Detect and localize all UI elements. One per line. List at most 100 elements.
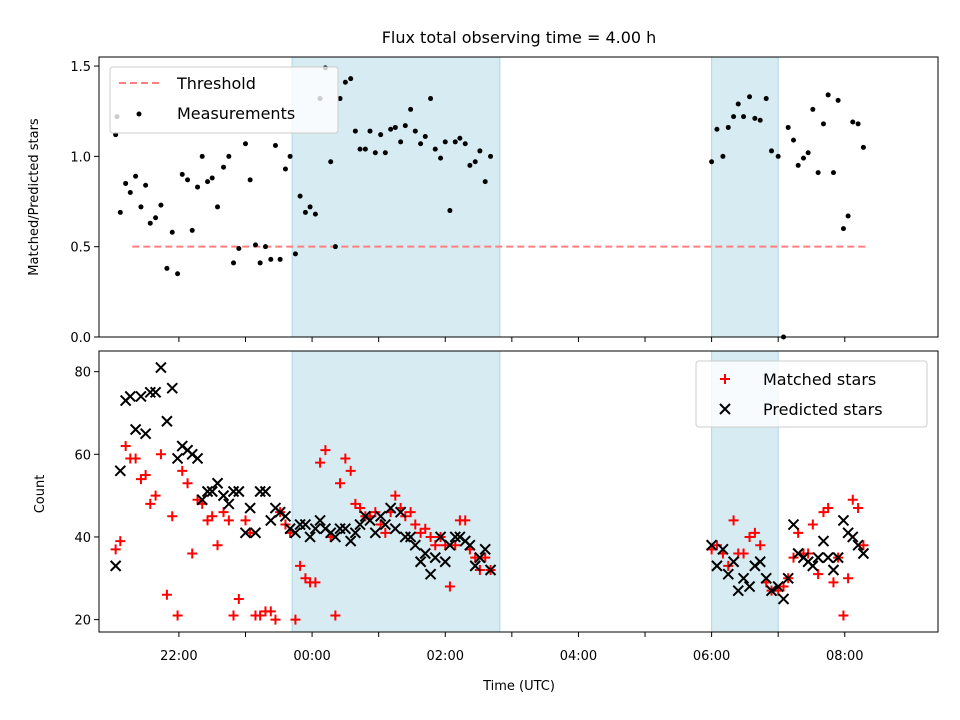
measurement-point — [714, 126, 720, 132]
predicted-point — [717, 543, 729, 556]
measurement-point — [242, 141, 248, 147]
predicted-point — [129, 423, 142, 436]
measurement-point — [725, 124, 731, 130]
predicted-point — [812, 551, 824, 564]
predicted-point — [474, 551, 486, 564]
matched-point — [410, 519, 421, 530]
measurement-point — [292, 251, 298, 257]
predicted-point — [299, 518, 312, 531]
top-y-axis-label: Matched/Predicted stars — [27, 118, 42, 276]
matched-point — [480, 552, 491, 563]
predicted-point — [329, 531, 342, 543]
predicted-point — [404, 531, 417, 543]
matched-point — [843, 573, 854, 584]
matched-point — [823, 503, 834, 514]
matched-point — [755, 540, 766, 551]
predicted-point — [414, 556, 427, 568]
measurement-point — [408, 106, 414, 112]
measurement-point — [268, 256, 274, 262]
measurement-point — [226, 153, 232, 159]
measurement-point — [169, 229, 175, 235]
measurement-point — [388, 126, 394, 132]
measurement-point — [185, 177, 191, 183]
predicted-point — [354, 518, 366, 531]
x-tick-label: 08:00 — [826, 649, 863, 664]
predicted-point — [279, 510, 292, 523]
predicted-point — [429, 551, 441, 564]
measurement-point — [252, 242, 258, 248]
plot-frame — [98, 56, 939, 338]
measurement-point — [127, 189, 133, 195]
predicted-point — [782, 572, 794, 584]
predicted-point — [419, 547, 431, 560]
measurement-point — [362, 146, 368, 152]
predicted-point — [339, 522, 352, 535]
matched-point — [155, 449, 166, 460]
measurement-point — [307, 204, 313, 210]
shaded-interval-2 — [711, 56, 779, 338]
x-axis-label: Time (UTC) — [482, 679, 555, 694]
x-tick-label: 02:00 — [427, 649, 464, 664]
measurement-point — [257, 260, 263, 266]
predicted-point — [379, 518, 392, 531]
measurement-point — [337, 96, 343, 102]
measurement-point — [850, 119, 856, 125]
predicted-point — [705, 539, 718, 551]
matched-point — [295, 560, 306, 571]
predicted-point — [743, 580, 756, 593]
measurement-point — [272, 143, 278, 149]
y-tick-label: 1.0 — [70, 150, 91, 165]
measurement-point — [428, 96, 434, 102]
matched-point — [749, 527, 760, 538]
top-panel: 0.0 0.5 1.0 1.5 Threshold Measurements — [70, 56, 939, 346]
predicted-point — [344, 535, 357, 547]
measurement-point — [785, 124, 791, 130]
predicted-point — [227, 485, 240, 498]
measurement-point — [855, 121, 861, 127]
predicted-point — [349, 527, 362, 539]
predicted-point — [434, 531, 447, 543]
predicted-point — [239, 527, 252, 539]
matched-point — [177, 465, 188, 476]
predicted-point — [314, 514, 326, 527]
matched-point — [340, 453, 351, 464]
measurement-point — [810, 106, 816, 112]
y-tick-label: 0.5 — [70, 241, 91, 256]
matched-point — [228, 610, 239, 621]
y-tick-label: 60 — [74, 448, 91, 463]
predicted-point — [765, 584, 778, 597]
measurement-point — [835, 97, 841, 103]
matched-point — [838, 610, 849, 621]
predicted-point — [211, 477, 224, 489]
x-tick-label: 22:00 — [160, 649, 197, 664]
x-tick-label: 06:00 — [693, 649, 730, 664]
measurement-point — [795, 162, 801, 168]
matched-point — [420, 523, 431, 534]
measurement-point — [825, 92, 831, 98]
predicted-point — [171, 452, 184, 465]
predicted-point — [149, 386, 162, 399]
measurement-point — [352, 128, 358, 134]
predicted-point — [374, 510, 387, 523]
measurement-point — [382, 150, 388, 156]
predicted-point — [832, 551, 844, 564]
measurement-point — [467, 162, 473, 168]
bottom-panel: 20 40 60 80 22:00 00:00 02:00 04:00 06:00 08:00 Ma… — [74, 350, 939, 664]
predicted-point — [787, 518, 800, 531]
measurement-point — [297, 193, 303, 199]
matched-point — [320, 445, 331, 456]
matched-point — [255, 610, 266, 621]
measurement-point — [158, 202, 164, 208]
measurement-point — [117, 209, 123, 215]
measurement-point — [462, 141, 468, 147]
matched-point — [172, 610, 183, 621]
y-tick-label: 40 — [74, 531, 91, 546]
predicted-point — [464, 539, 476, 551]
matched-point — [223, 515, 234, 526]
measurement-point — [477, 148, 483, 154]
measurement-point — [442, 139, 448, 145]
predicted-point — [124, 390, 137, 403]
measurement-point — [247, 177, 253, 183]
predicted-point — [754, 556, 766, 568]
predicted-point — [155, 361, 167, 374]
